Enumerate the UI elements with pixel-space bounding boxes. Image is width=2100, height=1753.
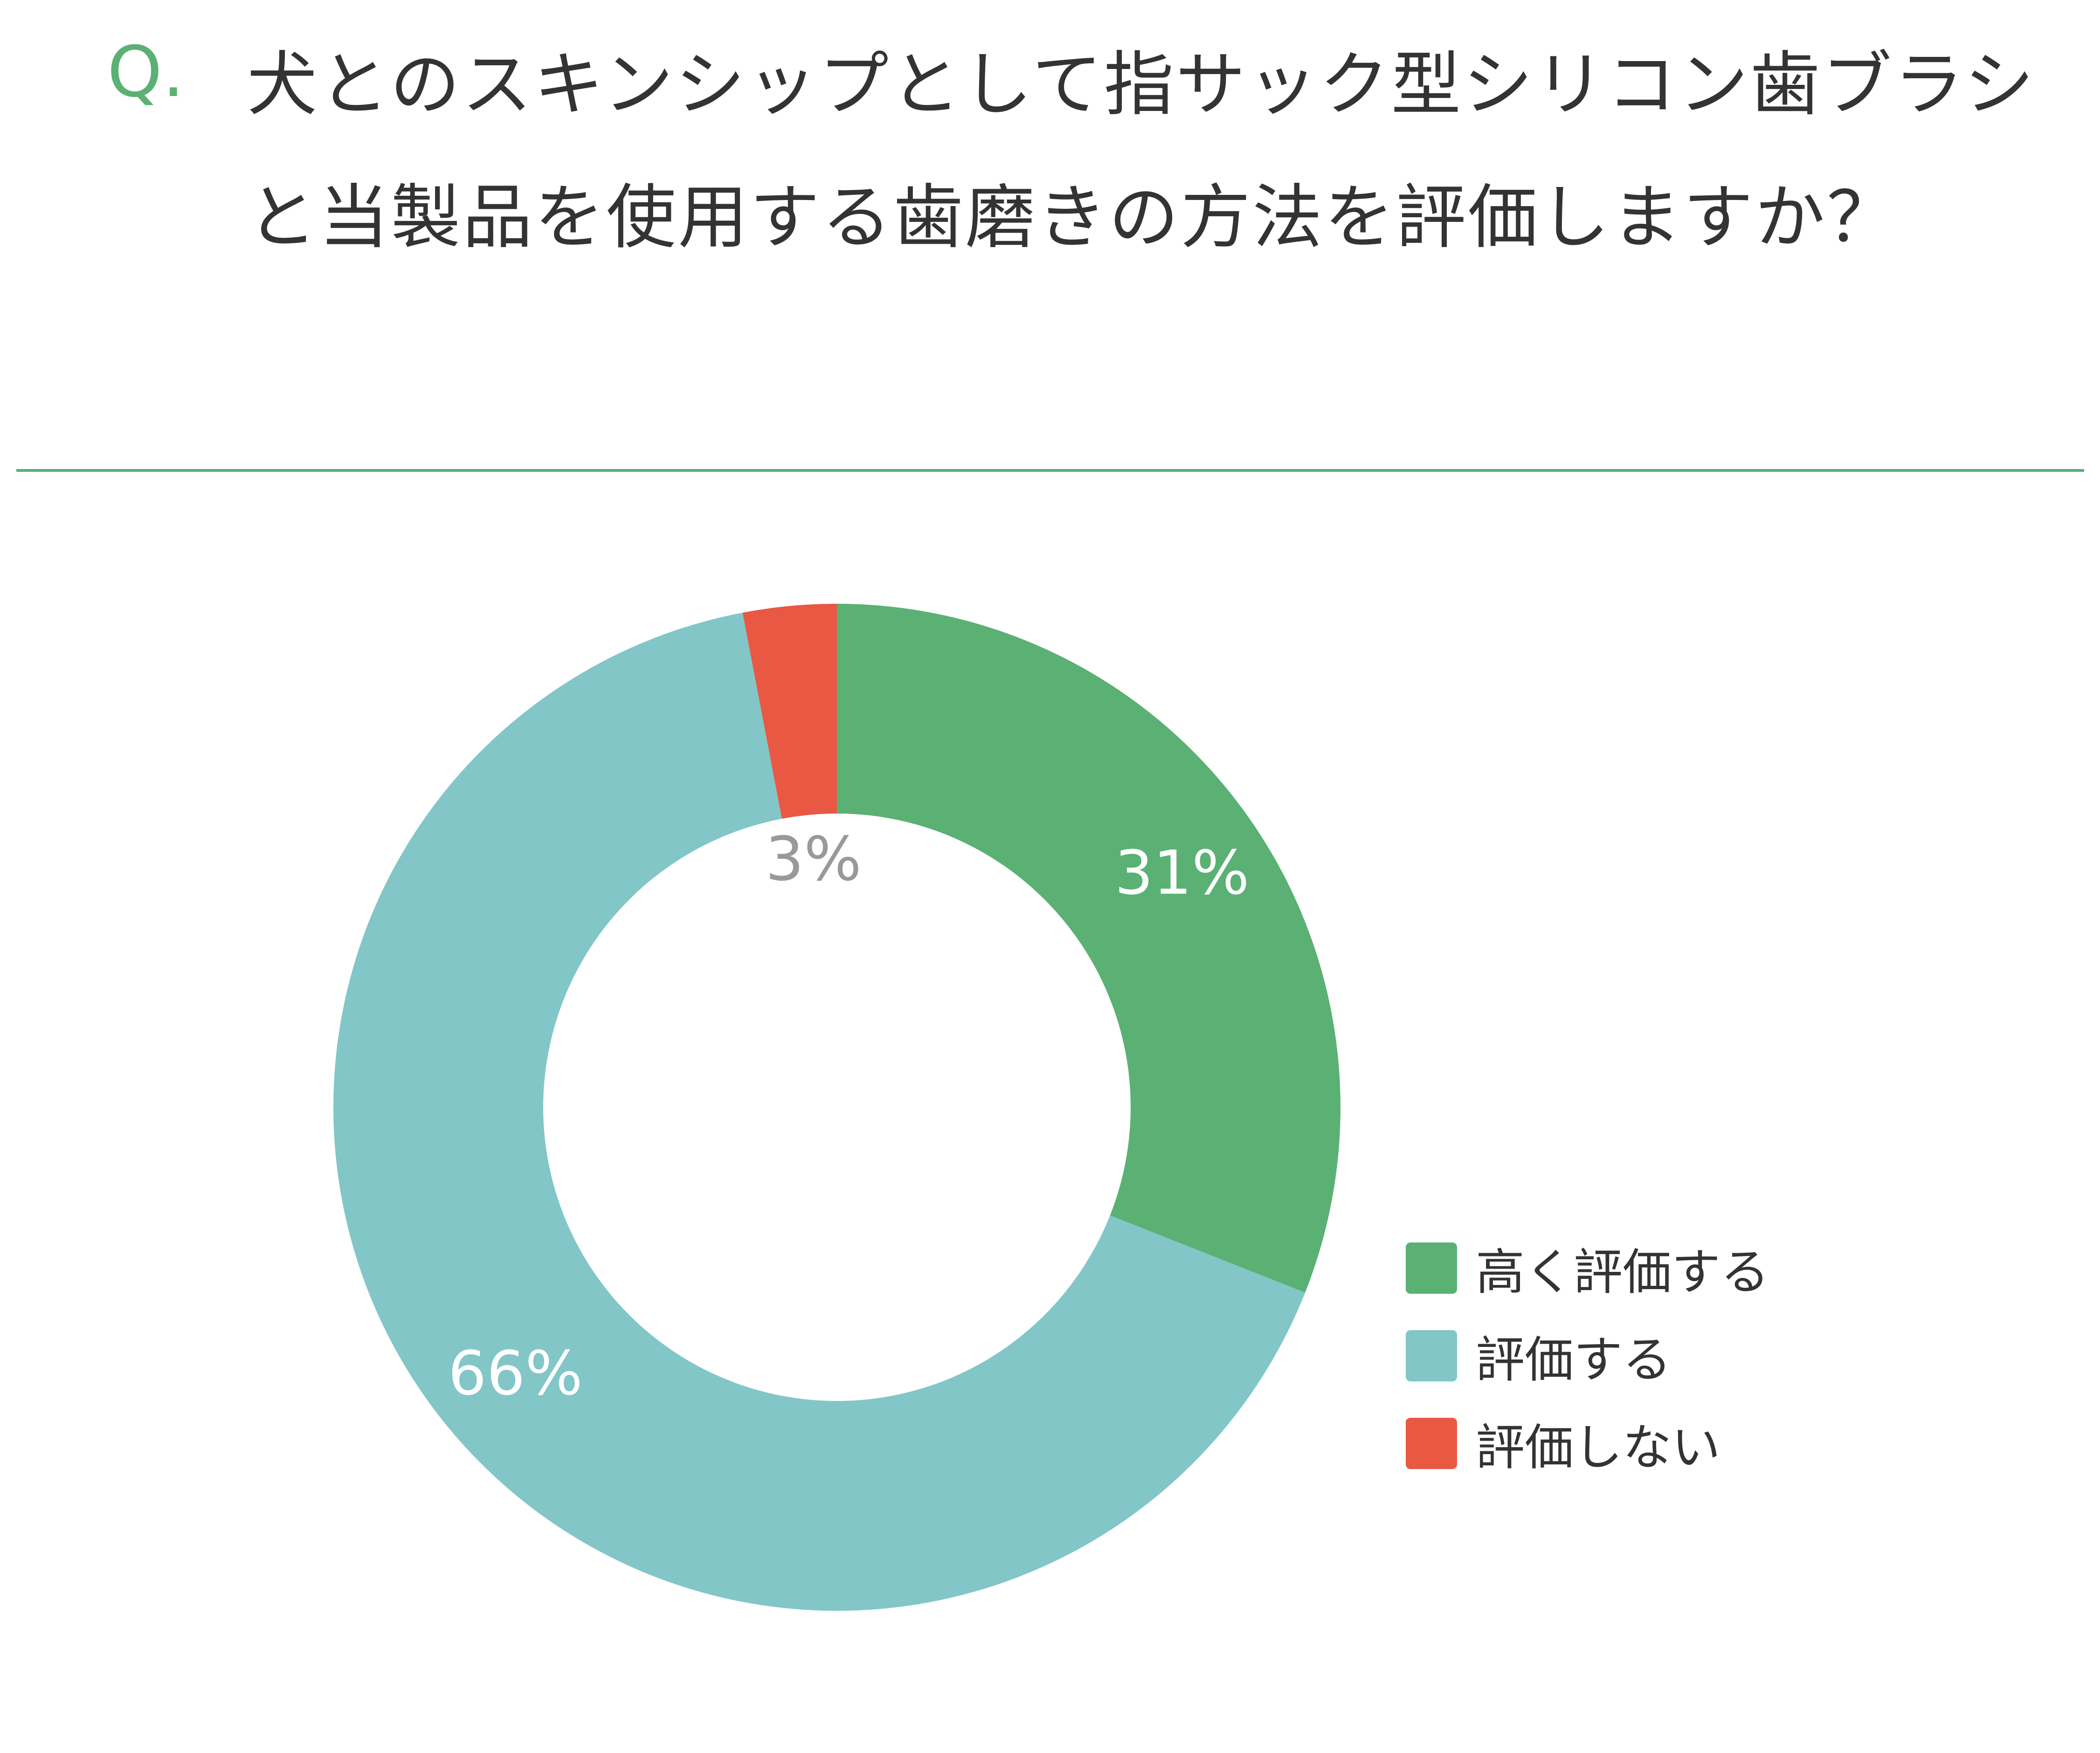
legend-swatch [1406,1330,1457,1381]
question-text: 犬とのスキンシップとして指サック型シリコン歯ブラシと当製品を使用する歯磨きの方法… [247,44,2036,258]
slice-not-rate [742,604,837,819]
label-not-rate: 3% [766,823,862,894]
legend-swatch [1406,1418,1457,1469]
donut-slices [333,604,1340,1611]
legend-item-not-rate: 評価しない [1406,1418,1769,1476]
legend-swatch [1406,1242,1457,1294]
donut-labels: 31% 66% 3% [448,823,1250,1408]
legend-label: 評価する [1476,1332,1672,1388]
slice-highly-rate [837,604,1340,1293]
label-rate: 66% [448,1338,583,1408]
legend-item-rate: 評価する [1406,1330,1769,1388]
legend-item-highly-rate: 高く評価する [1406,1242,1769,1301]
slice-rate [333,613,1306,1611]
header-divider [16,469,2084,472]
label-highly-rate: 31% [1115,837,1250,908]
chart-legend: 高く評価する 評価する 評価しない [1406,1242,1769,1505]
question-marker: Q. [107,32,185,113]
legend-label: 高く評価する [1476,1244,1770,1301]
legend-label: 評価しない [1476,1419,1721,1476]
